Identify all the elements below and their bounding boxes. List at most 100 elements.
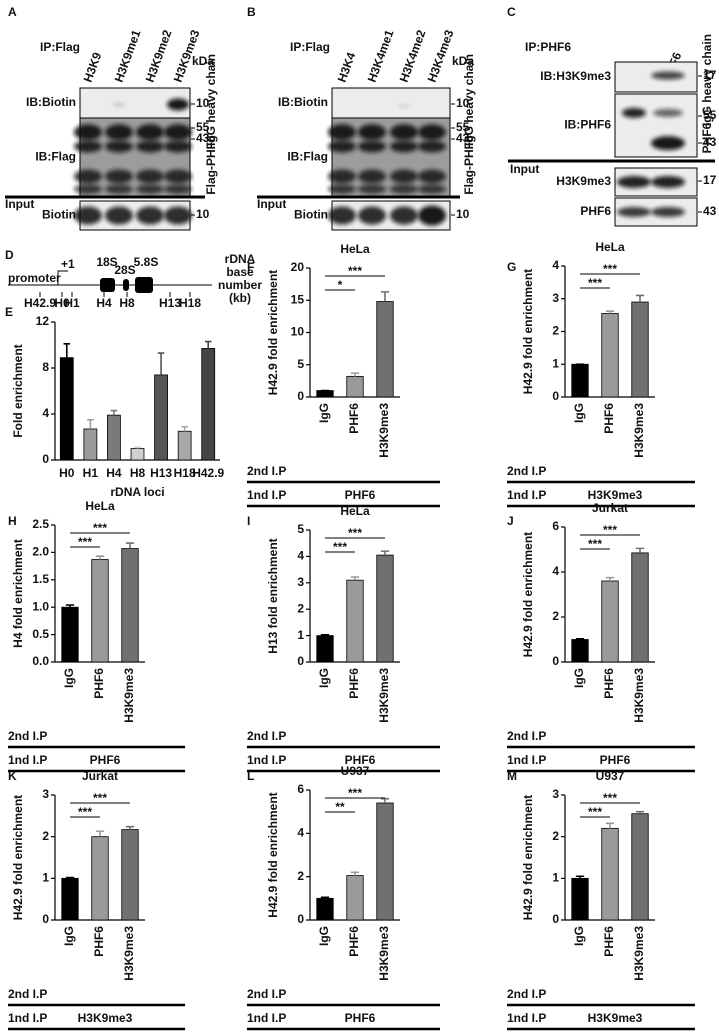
blot-band bbox=[622, 107, 646, 118]
kda-label: kDa bbox=[192, 54, 214, 68]
error-bar bbox=[350, 372, 360, 377]
y-axis-label: Fold enrichment bbox=[11, 344, 25, 437]
significance-label: *** bbox=[78, 805, 92, 819]
significance-label: *** bbox=[93, 521, 107, 535]
axis-label: base bbox=[226, 265, 254, 279]
blot-band bbox=[105, 140, 133, 153]
kda-label: kDa bbox=[452, 54, 474, 68]
locus-label: H13 bbox=[159, 296, 181, 310]
x-tick-label: H4 bbox=[106, 466, 122, 480]
blot-band bbox=[328, 124, 356, 141]
panel-label: E bbox=[5, 305, 13, 319]
ip2-label: 2nd I.P bbox=[507, 464, 546, 478]
x-tick-label: H13 bbox=[150, 466, 172, 480]
y-tick-label: 1 bbox=[552, 871, 559, 885]
chart-title: U937 bbox=[596, 769, 625, 783]
ip2-label: 2nd I.P bbox=[247, 464, 286, 478]
x-tick-label: IgG bbox=[572, 668, 586, 688]
blot-band bbox=[74, 206, 102, 225]
significance-label: *** bbox=[588, 805, 602, 819]
error-bar bbox=[380, 550, 390, 556]
gene bbox=[100, 278, 115, 292]
error-bar bbox=[635, 294, 645, 303]
blot-band bbox=[398, 104, 410, 108]
blot-band bbox=[358, 124, 386, 141]
chart-title: HeLa bbox=[340, 504, 370, 518]
side-label: IgG heavy chain bbox=[700, 34, 714, 126]
bar bbox=[59, 357, 74, 461]
y-tick-label: 3 bbox=[297, 575, 304, 589]
error-bar bbox=[157, 352, 165, 375]
bar bbox=[91, 559, 109, 663]
significance-label: *** bbox=[603, 523, 617, 537]
chart-title: Jurkat bbox=[82, 769, 118, 783]
error-bar bbox=[63, 343, 71, 358]
panel-label: M bbox=[507, 769, 517, 783]
panel-label: D bbox=[5, 248, 14, 262]
y-tick-label: 2.5 bbox=[32, 517, 49, 531]
y-axis-label: H42.9 fold enrichment bbox=[521, 532, 535, 657]
significance-label: *** bbox=[348, 526, 362, 540]
error-bar bbox=[605, 310, 615, 314]
x-tick-label: PHF6 bbox=[602, 403, 616, 434]
locus-label: H18 bbox=[179, 296, 201, 310]
x-tick-label: H3K9me3 bbox=[377, 926, 391, 981]
blot-band bbox=[328, 206, 356, 225]
significance-label: ** bbox=[335, 800, 345, 814]
y-tick-label: 6 bbox=[297, 782, 304, 796]
x-tick-label: PHF6 bbox=[347, 668, 361, 699]
ip1-label: 1nd I.P bbox=[507, 1011, 546, 1025]
panel-label: K bbox=[8, 769, 17, 783]
blot-band bbox=[617, 207, 651, 217]
axis-label: (kb) bbox=[229, 291, 251, 305]
y-tick-label: 0 bbox=[297, 389, 304, 403]
significance-label: *** bbox=[588, 276, 602, 290]
marker-label: 43 bbox=[456, 131, 470, 145]
row-label: IB:Flag bbox=[287, 150, 328, 164]
x-tick-label: IgG bbox=[317, 926, 331, 946]
marker-label: 10 bbox=[196, 96, 210, 110]
blot-band bbox=[651, 207, 685, 217]
blot-band bbox=[358, 184, 386, 195]
x-tick-label: H1 bbox=[83, 466, 99, 480]
chart-title: Jurkat bbox=[592, 501, 628, 515]
x-tick-label: H3K9me3 bbox=[632, 403, 646, 458]
marker-label: 17 bbox=[703, 68, 717, 82]
y-tick-label: 2 bbox=[297, 869, 304, 883]
blot-band bbox=[390, 206, 418, 225]
ip2-label: 2nd I.P bbox=[8, 987, 47, 1001]
ip-label: IP:Flag bbox=[290, 40, 330, 54]
bar bbox=[201, 348, 216, 461]
ip-label: IP:Flag bbox=[40, 40, 80, 54]
lane-label: H3K4me2 bbox=[397, 28, 429, 84]
row-label: IB:Biotin bbox=[26, 95, 76, 109]
error-bar bbox=[605, 822, 615, 829]
x-axis-label: rDNA loci bbox=[110, 485, 164, 499]
x-tick-label: IgG bbox=[62, 668, 76, 688]
marker-label: 43 bbox=[703, 204, 717, 218]
blot-band bbox=[74, 140, 102, 153]
blot-band bbox=[113, 102, 125, 107]
promoter: promoter bbox=[8, 271, 61, 285]
marker-label: 17 bbox=[703, 173, 717, 187]
bar bbox=[61, 877, 79, 921]
significance-label: *** bbox=[603, 262, 617, 276]
lane-label: H3K4me1 bbox=[365, 28, 397, 84]
bar bbox=[121, 548, 139, 663]
y-tick-label: 3 bbox=[552, 291, 559, 305]
tss-arrow bbox=[57, 270, 68, 285]
blot-band bbox=[164, 124, 192, 141]
blot-band bbox=[136, 206, 164, 225]
y-tick-label: 4 bbox=[552, 258, 559, 272]
marker-label: 55 bbox=[703, 108, 717, 122]
locus-label: H1 bbox=[64, 296, 80, 310]
error-bar bbox=[125, 542, 135, 549]
y-tick-label: 0 bbox=[552, 654, 559, 668]
marker-label: 10 bbox=[196, 207, 210, 221]
ip1-label: 1nd I.P bbox=[247, 488, 286, 502]
blot-band bbox=[105, 169, 133, 184]
y-tick-label: 5 bbox=[297, 357, 304, 371]
y-tick-label: 4 bbox=[297, 549, 304, 563]
gene-label: 5.8S bbox=[134, 255, 159, 269]
error-bar bbox=[320, 634, 330, 636]
